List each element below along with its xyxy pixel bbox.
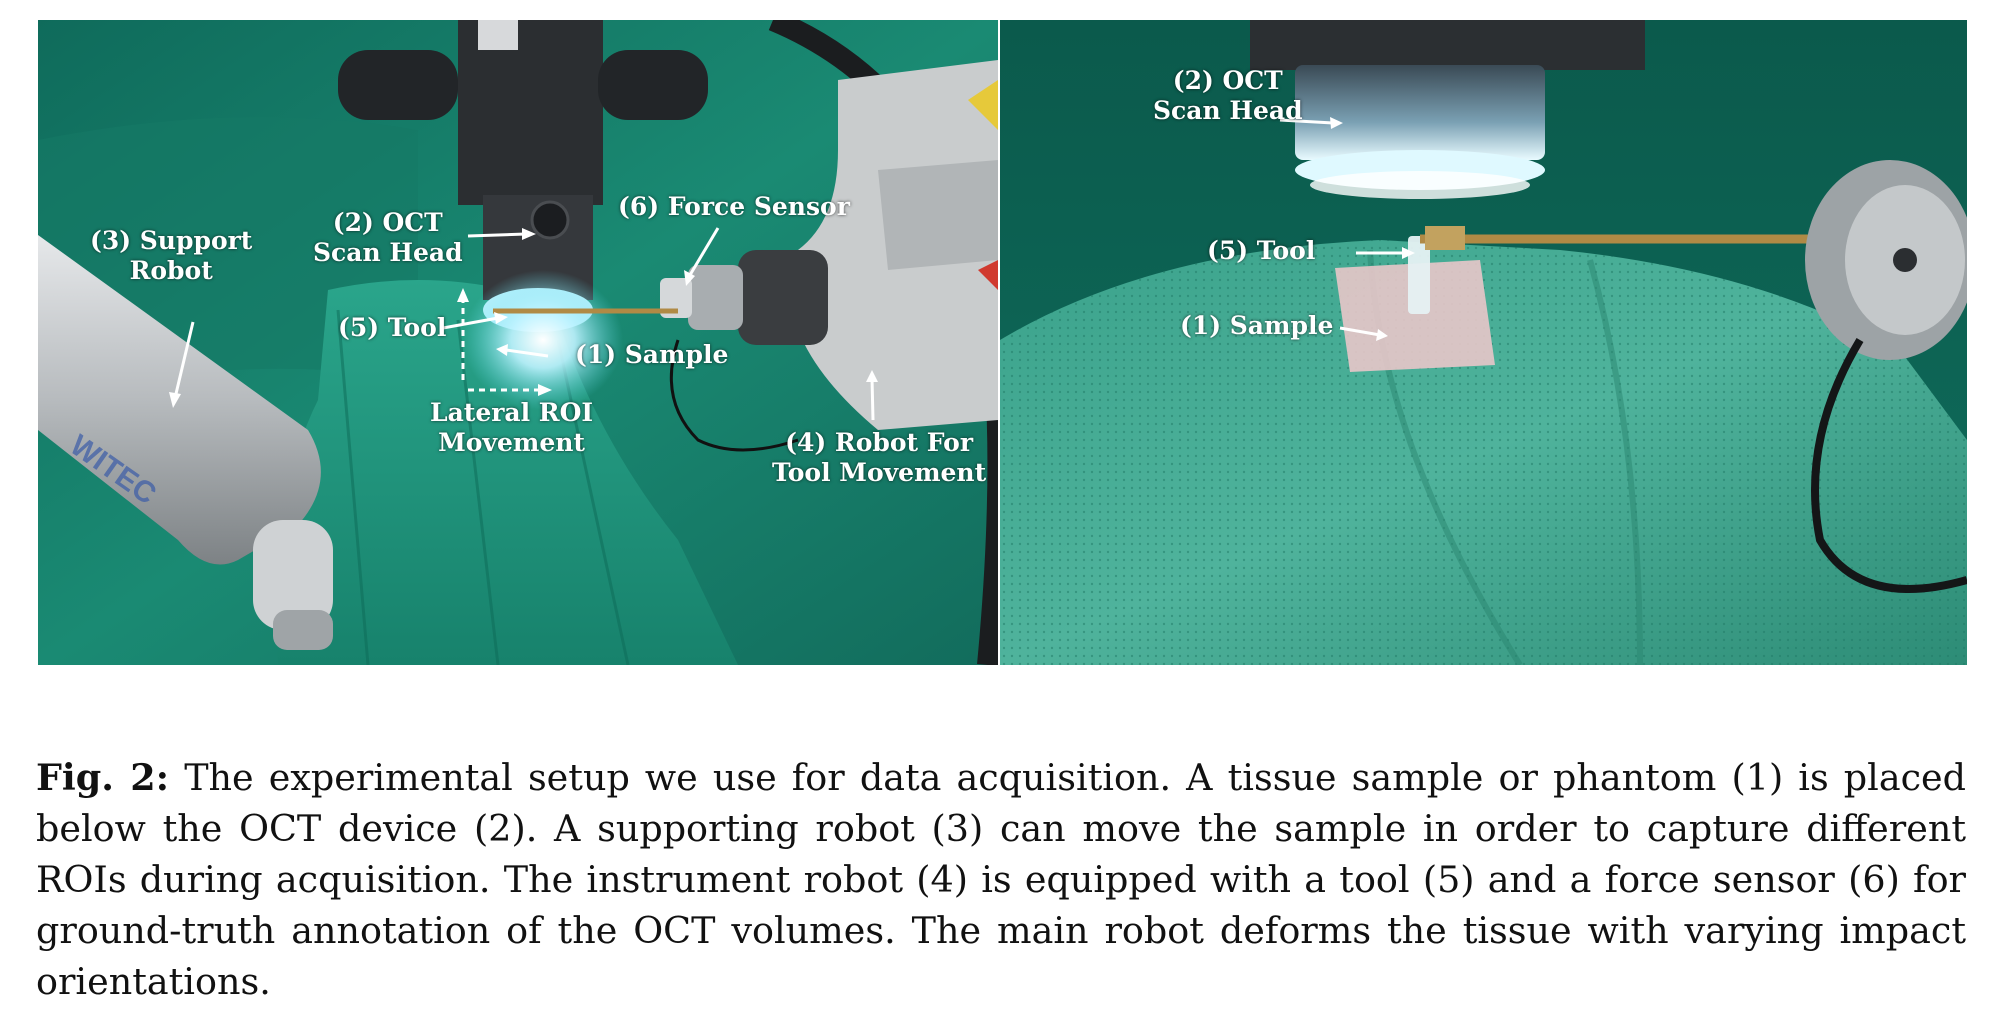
label-line: Scan Head [1153, 96, 1303, 125]
label-robot-tool-movement: (4) Robot For Tool Movement [772, 428, 986, 488]
label-sample-right: (1) Sample [1180, 311, 1333, 341]
label-force-sensor: (6) Force Sensor [618, 192, 850, 222]
figure: WITEC [38, 20, 1967, 665]
label-line: (2) OCT [1172, 66, 1283, 95]
label-lateral-roi: Lateral ROI Movement [430, 398, 593, 458]
label-line: Robot [129, 256, 213, 285]
caption-label: Fig. 2: [36, 755, 170, 799]
label-line: Lateral ROI [430, 398, 594, 427]
label-line: (3) Support [90, 226, 253, 255]
label-line: (2) OCT [332, 208, 443, 237]
label-line: (6) Force Sensor [618, 192, 850, 221]
label-line: (1) Sample [575, 340, 729, 369]
figure-caption: Fig. 2: The experimental setup we use fo… [36, 752, 1966, 1007]
label-oct-scan-head: (2) OCT Scan Head [313, 208, 463, 268]
label-oct-scan-head-right: (2) OCT Scan Head [1153, 66, 1303, 126]
label-line: (5) Tool [1207, 236, 1316, 265]
label-tool: (5) Tool [338, 313, 446, 343]
label-line: (1) Sample [1180, 311, 1334, 340]
label-tool-right: (5) Tool [1207, 236, 1315, 266]
left-photo: WITEC [38, 20, 998, 665]
label-sample: (1) Sample [575, 340, 728, 370]
right-photo-panel: (2) OCT Scan Head (5) Tool (1) Sample [1000, 20, 1967, 665]
caption-text: The experimental setup we use for data a… [36, 755, 1966, 1003]
label-line: Movement [438, 428, 585, 457]
label-line: (5) Tool [338, 313, 447, 342]
left-photo-panel: WITEC [38, 20, 998, 665]
label-line: Tool Movement [772, 458, 987, 487]
right-photo [1000, 20, 1967, 665]
label-line: (4) Robot For [785, 428, 973, 457]
label-line: Scan Head [313, 238, 463, 267]
label-support-robot: (3) Support Robot [90, 226, 252, 286]
